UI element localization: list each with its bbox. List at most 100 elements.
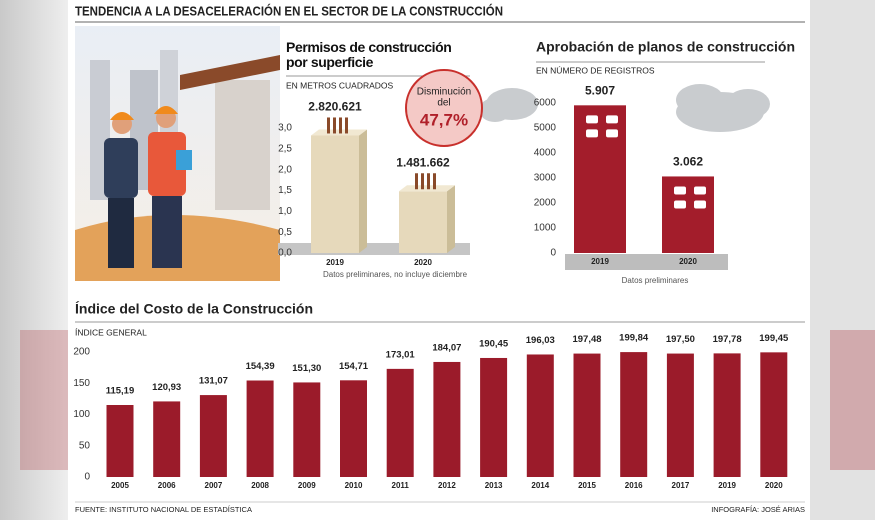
bar: [526, 354, 554, 477]
y-tick-label: 1000: [534, 223, 557, 234]
window: [586, 115, 598, 124]
frame-left: [0, 0, 68, 520]
x-tick-label: 2016: [625, 481, 643, 490]
bar: [399, 191, 447, 253]
frame-right: [810, 0, 875, 520]
y-tick-label: 0: [550, 248, 556, 259]
bar: [662, 176, 714, 253]
x-tick-label: 2005: [111, 481, 129, 490]
annotation-text: del: [437, 98, 450, 109]
x-tick-label: 2020: [765, 481, 783, 490]
window: [694, 200, 706, 209]
bar: [246, 380, 274, 477]
cloud: [479, 84, 770, 132]
value-label: 173,01: [386, 349, 416, 360]
x-tick-label: 2020: [679, 257, 697, 266]
annotation-value: 47,7%: [420, 110, 468, 129]
y-tick-label: 100: [73, 409, 90, 420]
value-label: 197,50: [666, 334, 695, 345]
main-title: TENDENCIA A LA DESACELERACIÓN EN EL SECT…: [75, 3, 503, 18]
y-tick-label: 2000: [534, 198, 557, 209]
y-tick-label: 5000: [534, 123, 557, 134]
value-label: 2.820.621: [308, 100, 362, 114]
y-tick-label: 50: [79, 440, 91, 451]
bar: [340, 380, 367, 477]
value-label: 199,84: [619, 333, 649, 344]
x-tick-label: 2019: [326, 258, 344, 267]
y-tick-label: 4000: [534, 148, 557, 159]
note: Datos preliminares: [622, 276, 689, 285]
bar: [713, 353, 741, 477]
rebar: [433, 173, 436, 190]
bar: [574, 105, 626, 253]
y-tick-label: 0: [84, 472, 90, 483]
bar-side: [447, 185, 455, 253]
window: [694, 186, 706, 195]
y-tick-label: 1,5: [278, 185, 292, 196]
value-label: 184,07: [432, 342, 461, 353]
x-tick-label: 2015: [578, 481, 596, 490]
value-label: 3.062: [673, 155, 703, 169]
rebar: [415, 173, 418, 190]
y-tick-label: 3,0: [278, 123, 292, 134]
y-tick-label: 0,0: [278, 248, 292, 259]
y-tick-label: 3000: [534, 173, 557, 184]
x-tick-label: 2012: [438, 481, 456, 490]
annotation-circle: [405, 69, 483, 147]
bar: [666, 353, 694, 477]
base-platform: [565, 254, 728, 270]
bar: [106, 405, 134, 477]
bar-side: [359, 129, 367, 253]
bar: [433, 361, 461, 477]
bar: [153, 401, 181, 477]
window: [606, 129, 618, 138]
window: [606, 115, 618, 124]
bar: [199, 395, 227, 477]
window: [586, 129, 598, 138]
x-tick-label: 2009: [298, 481, 316, 490]
value-label: 131,07: [199, 376, 228, 387]
x-tick-label: 2011: [392, 481, 410, 490]
y-tick-label: 2,5: [278, 143, 292, 154]
chart-title: Índice del Costo de la Construcción: [75, 301, 313, 317]
frame-blur: [20, 330, 68, 470]
y-tick-label: 6000: [534, 98, 557, 109]
bar: [760, 352, 788, 477]
value-label: 154,39: [246, 361, 275, 372]
x-tick-label: 2017: [672, 481, 690, 490]
bar: [620, 352, 648, 477]
x-tick-label: 2013: [485, 481, 503, 490]
illustration: [75, 26, 280, 281]
bar: [386, 368, 414, 477]
value-label: 5.907: [585, 83, 615, 97]
rebar: [327, 117, 330, 134]
rebar: [427, 173, 430, 190]
bar: [311, 135, 359, 253]
chart-title: Aprobación de planos de construcción: [536, 39, 795, 55]
value-label: 197,78: [713, 334, 742, 345]
rebar: [339, 117, 342, 134]
x-tick-label: 2007: [205, 481, 223, 490]
subtitle: EN METROS CUADRADOS: [286, 80, 394, 90]
value-label: 1.481.662: [396, 155, 450, 169]
value-label: 190,45: [479, 338, 509, 349]
note: Datos preliminares, no incluye diciembre: [323, 270, 468, 279]
frame-blur: [830, 330, 875, 470]
rebar: [345, 117, 348, 134]
x-tick-label: 2006: [158, 481, 176, 490]
window: [674, 200, 686, 209]
x-tick-label: 2010: [345, 481, 363, 490]
rebar: [421, 173, 424, 190]
credit: INFOGRAFÍA: JOSÉ ARIAS: [711, 505, 805, 514]
x-tick-label: 2019: [591, 257, 609, 266]
y-tick-label: 150: [73, 378, 90, 389]
x-tick-label: 2008: [251, 481, 269, 490]
y-tick-label: 200: [73, 347, 90, 358]
x-tick-label: 2020: [414, 258, 432, 267]
value-label: 151,30: [292, 363, 321, 374]
window: [674, 186, 686, 195]
subtitle: ÍNDICE GENERAL: [75, 327, 147, 337]
subtitle: EN NÚMERO DE REGISTROS: [536, 65, 655, 75]
